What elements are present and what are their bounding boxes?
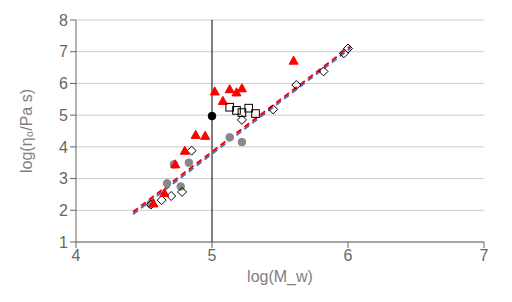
svg-text:4: 4 (59, 139, 68, 156)
svg-text:2: 2 (59, 202, 68, 219)
svg-text:1: 1 (59, 234, 68, 251)
svg-text:4: 4 (72, 247, 81, 264)
svg-text:8: 8 (59, 12, 68, 29)
svg-text:3: 3 (59, 170, 68, 187)
svg-text:6: 6 (344, 247, 353, 264)
svg-text:5: 5 (59, 107, 68, 124)
svg-text:6: 6 (59, 75, 68, 92)
svg-text:log(η₀/Pa s): log(η₀/Pa s) (18, 89, 35, 173)
svg-text:7: 7 (59, 43, 68, 60)
svg-text:7: 7 (480, 247, 489, 264)
svg-text:log(M_w): log(M_w) (247, 268, 313, 286)
svg-text:5: 5 (208, 247, 217, 264)
